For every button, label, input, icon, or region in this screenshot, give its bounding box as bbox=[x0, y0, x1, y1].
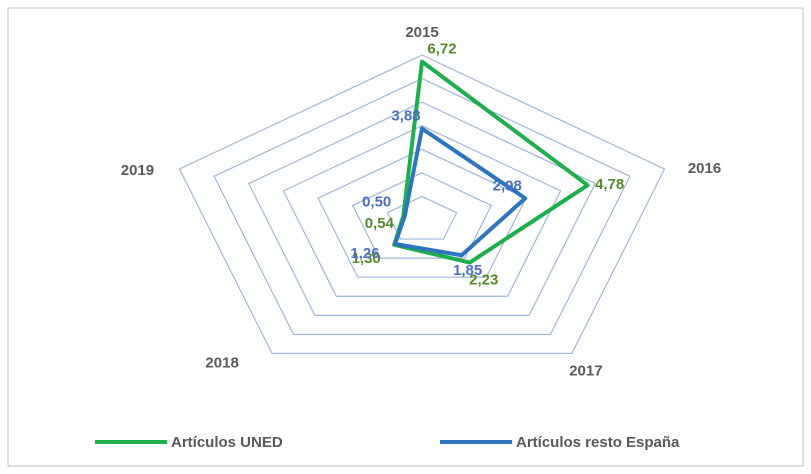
series-line bbox=[392, 59, 590, 265]
data-label: 1,30 bbox=[352, 250, 381, 267]
data-label: 1,85 bbox=[453, 262, 482, 279]
legend-label: Artículos UNED bbox=[171, 434, 283, 451]
legend-label: Artículos resto España bbox=[516, 434, 680, 451]
category-label: 2017 bbox=[569, 362, 602, 379]
grid-ring bbox=[282, 125, 562, 297]
category-label: 2019 bbox=[121, 162, 154, 179]
data-label: 3,88 bbox=[391, 108, 420, 125]
category-label: 2016 bbox=[688, 160, 721, 177]
data-label: 6,72 bbox=[427, 41, 456, 58]
grid-ring bbox=[317, 148, 527, 278]
data-label: 4,78 bbox=[595, 176, 624, 193]
category-label: 2015 bbox=[405, 24, 438, 41]
series-line bbox=[393, 126, 528, 258]
grid-ring bbox=[178, 54, 666, 355]
category-label: 2018 bbox=[205, 354, 238, 371]
grid-ring bbox=[351, 172, 493, 259]
grid-ring bbox=[386, 195, 458, 240]
grid-ring bbox=[213, 77, 631, 336]
chart-border bbox=[7, 7, 804, 467]
data-label: 0,54 bbox=[365, 215, 395, 232]
data-label: 1,26 bbox=[350, 245, 379, 262]
data-label: 2,98 bbox=[493, 177, 522, 194]
data-label: 0,50 bbox=[362, 193, 391, 210]
data-label: 2,23 bbox=[469, 271, 498, 288]
